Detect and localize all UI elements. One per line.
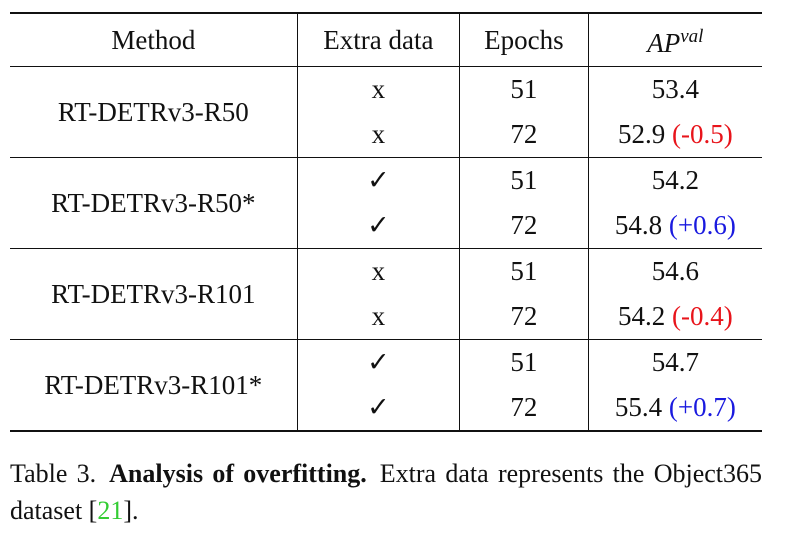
header-cell: Epochs [459, 12, 589, 67]
extra-cell: x [297, 294, 461, 340]
row-group: RT-DETRv3-R101 x 51 54.6 x 72 54.2 (-0.4) [10, 248, 762, 340]
extra-cell: ✓ [297, 385, 461, 432]
ap-value: 54.6 [651, 256, 699, 286]
table-row: x 72 54.2 (-0.4) [10, 294, 762, 340]
table-row: x 72 52.9 (-0.5) [10, 112, 762, 158]
epochs-cell: 72 [459, 294, 589, 340]
table-row: RT-DETRv3-R50* ✓ 51 54.2 [10, 157, 762, 249]
caption-ref: 21 [97, 496, 124, 525]
caption-label: Table 3. [10, 459, 97, 488]
method-cell: RT-DETRv3-R50 [10, 66, 298, 158]
ap-cell: 55.4 (+0.7) [588, 385, 762, 432]
extra-cell: x [297, 112, 461, 158]
row-group: RT-DETRv3-R50* ✓ 51 54.2 ✓ 72 54.8 (+0.6) [10, 157, 762, 249]
table-row: RT-DETRv3-R50 x 51 53.4 [10, 66, 762, 158]
caption-text: Extra data represents the Object365 data… [10, 459, 762, 525]
ap-cell: 53.4 [588, 67, 762, 113]
extra-cell: x [297, 248, 461, 294]
method-cell: RT-DETRv3-R101 [10, 248, 298, 340]
caption-title: Analysis of overfitting. [109, 459, 367, 488]
method-cell: RT-DETRv3-R50* [10, 157, 298, 249]
header-cell: APval [588, 12, 762, 67]
header-cell: Extra data [297, 12, 461, 67]
ap-cell: 54.2 [588, 158, 762, 204]
ap-cell: 54.2 (-0.4) [588, 294, 762, 340]
epochs-cell: 51 [459, 339, 589, 385]
ap-value: 54.7 [651, 347, 699, 377]
epochs-cell: 51 [459, 157, 589, 203]
row-group: RT-DETRv3-R101* ✓ 51 54.7 ✓ 72 55.4 (+0.7) [10, 339, 762, 432]
epochs-cell: 51 [459, 248, 589, 294]
ap-delta: (+0.6) [668, 210, 736, 240]
ap-delta: (-0.4) [671, 301, 733, 331]
ap-value: 55.4 [614, 392, 663, 422]
row-group: RT-DETRv3-R50 x 51 53.4 x 72 52.9 (-0.5) [10, 66, 762, 158]
results-table: Method Extra data Epochs APval RT-DETRv3-R50… [10, 12, 762, 432]
header-cell: Method [10, 12, 298, 67]
extra-cell: ✓ [297, 203, 461, 249]
ap-value: 54.2 [617, 301, 666, 331]
extra-cell: x [297, 66, 461, 112]
ap-delta: (+0.7) [668, 392, 736, 422]
header-row: Method Extra data Epochs APval [10, 12, 762, 67]
table-row: ✓ 72 54.8 (+0.6) [10, 203, 762, 249]
epochs-cell: 51 [459, 66, 589, 112]
ap-value: 52.9 [617, 119, 666, 149]
ap-value: 54.2 [651, 165, 699, 195]
ap-value: 54.8 [614, 210, 663, 240]
ap-cell: 52.9 (-0.5) [588, 112, 762, 158]
ap-sup: val [680, 26, 704, 47]
ap-value: 53.4 [651, 74, 699, 104]
extra-cell: ✓ [297, 339, 461, 385]
epochs-cell: 72 [459, 112, 589, 158]
ap-delta: (-0.5) [671, 119, 733, 149]
ap-cell: 54.8 (+0.6) [588, 203, 762, 249]
caption: Table 3. Analysis of overfitting. Extra … [10, 455, 762, 529]
ap-base: AP [647, 28, 681, 58]
table-row: RT-DETRv3-R101* ✓ 51 54.7 [10, 339, 762, 432]
epochs-cell: 72 [459, 203, 589, 249]
table-header: Method Extra data Epochs APval [10, 12, 762, 67]
method-cell: RT-DETRv3-R101* [10, 339, 298, 432]
caption-end: ]. [123, 496, 139, 525]
ap-cell: 54.7 [588, 340, 762, 386]
table-row: ✓ 72 55.4 (+0.7) [10, 385, 762, 432]
ap-cell: 54.6 [588, 249, 762, 295]
table-row: RT-DETRv3-R101 x 51 54.6 [10, 248, 762, 340]
epochs-cell: 72 [459, 385, 589, 432]
extra-cell: ✓ [297, 157, 461, 203]
